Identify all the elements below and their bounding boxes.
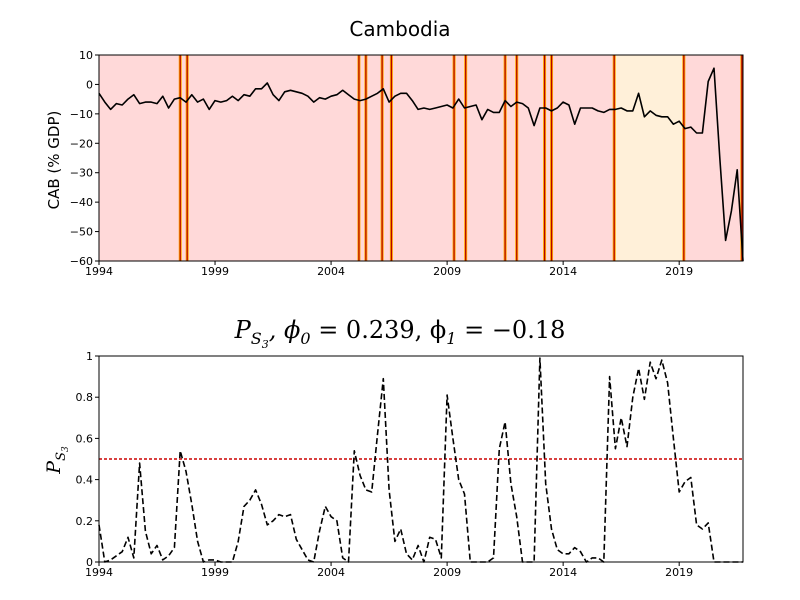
- y-tick-label: −50: [70, 226, 93, 239]
- x-tick-label: 2009: [433, 566, 461, 579]
- x-tick-label: 2019: [665, 566, 693, 579]
- chart-title: Cambodia: [349, 17, 450, 41]
- y-tick-label: −60: [70, 255, 93, 268]
- y-tick-label: 10: [79, 49, 93, 62]
- y-axis: 10 0 −10 −20 −30 −40 −50 −60: [70, 49, 99, 268]
- y-tick-label: 0.2: [76, 515, 94, 528]
- x-axis-bottom: 1994 1999 2004 2009 2014 2019: [85, 562, 693, 579]
- y-tick-label: −10: [70, 108, 93, 121]
- y-tick-label: 1: [86, 350, 93, 363]
- probability-series-line: [98, 357, 743, 563]
- x-tick-label: 2004: [317, 566, 345, 579]
- x-tick-label: 2014: [549, 265, 577, 278]
- regime-bands: [614, 55, 684, 261]
- x-tick-label: 1994: [85, 265, 113, 278]
- y-tick-label: 0.6: [76, 432, 94, 445]
- x-tick-label: 2014: [549, 566, 577, 579]
- y-tick-label: −40: [70, 196, 93, 209]
- x-tick-label: 1999: [201, 566, 229, 579]
- y-tick-label: 0.8: [76, 391, 94, 404]
- plot-frame: [98, 54, 744, 262]
- x-tick-label: 2019: [665, 265, 693, 278]
- x-tick-label: 1999: [201, 265, 229, 278]
- probability-chart: PS3, ϕ0 = 0.239, ϕ1 = −0.18 0 0.2 0.4 0.6 0.…: [43, 316, 744, 579]
- x-tick-label: 1994: [85, 566, 113, 579]
- y-tick-label: 0.4: [76, 474, 94, 487]
- y-tick-label: 0: [86, 556, 93, 569]
- x-axis: 1994 1999 2004 2009 2014 2019: [85, 261, 693, 278]
- y-axis-bottom: 0 0.2 0.4 0.6 0.8 1: [76, 350, 99, 569]
- y-tick-label: 0: [86, 78, 93, 91]
- x-tick-label: 2004: [317, 265, 345, 278]
- plot-frame-bottom: [98, 355, 744, 563]
- cab-chart: Cambodia 10 0 −10 −20 −30 −40 −50 −60 1994 1999 2…: [45, 17, 744, 278]
- y-tick-label: −30: [70, 167, 93, 180]
- y-axis-label: CAB (% GDP): [45, 111, 63, 210]
- chart-title-math: PS3, ϕ0 = 0.239, ϕ1 = −0.18: [234, 316, 566, 351]
- x-tick-label: 2009: [433, 265, 461, 278]
- y-tick-label: −20: [70, 137, 93, 150]
- regime-band: [614, 55, 684, 261]
- y-axis-label-bottom: PS3: [43, 446, 71, 475]
- cab-series-line: [98, 67, 744, 262]
